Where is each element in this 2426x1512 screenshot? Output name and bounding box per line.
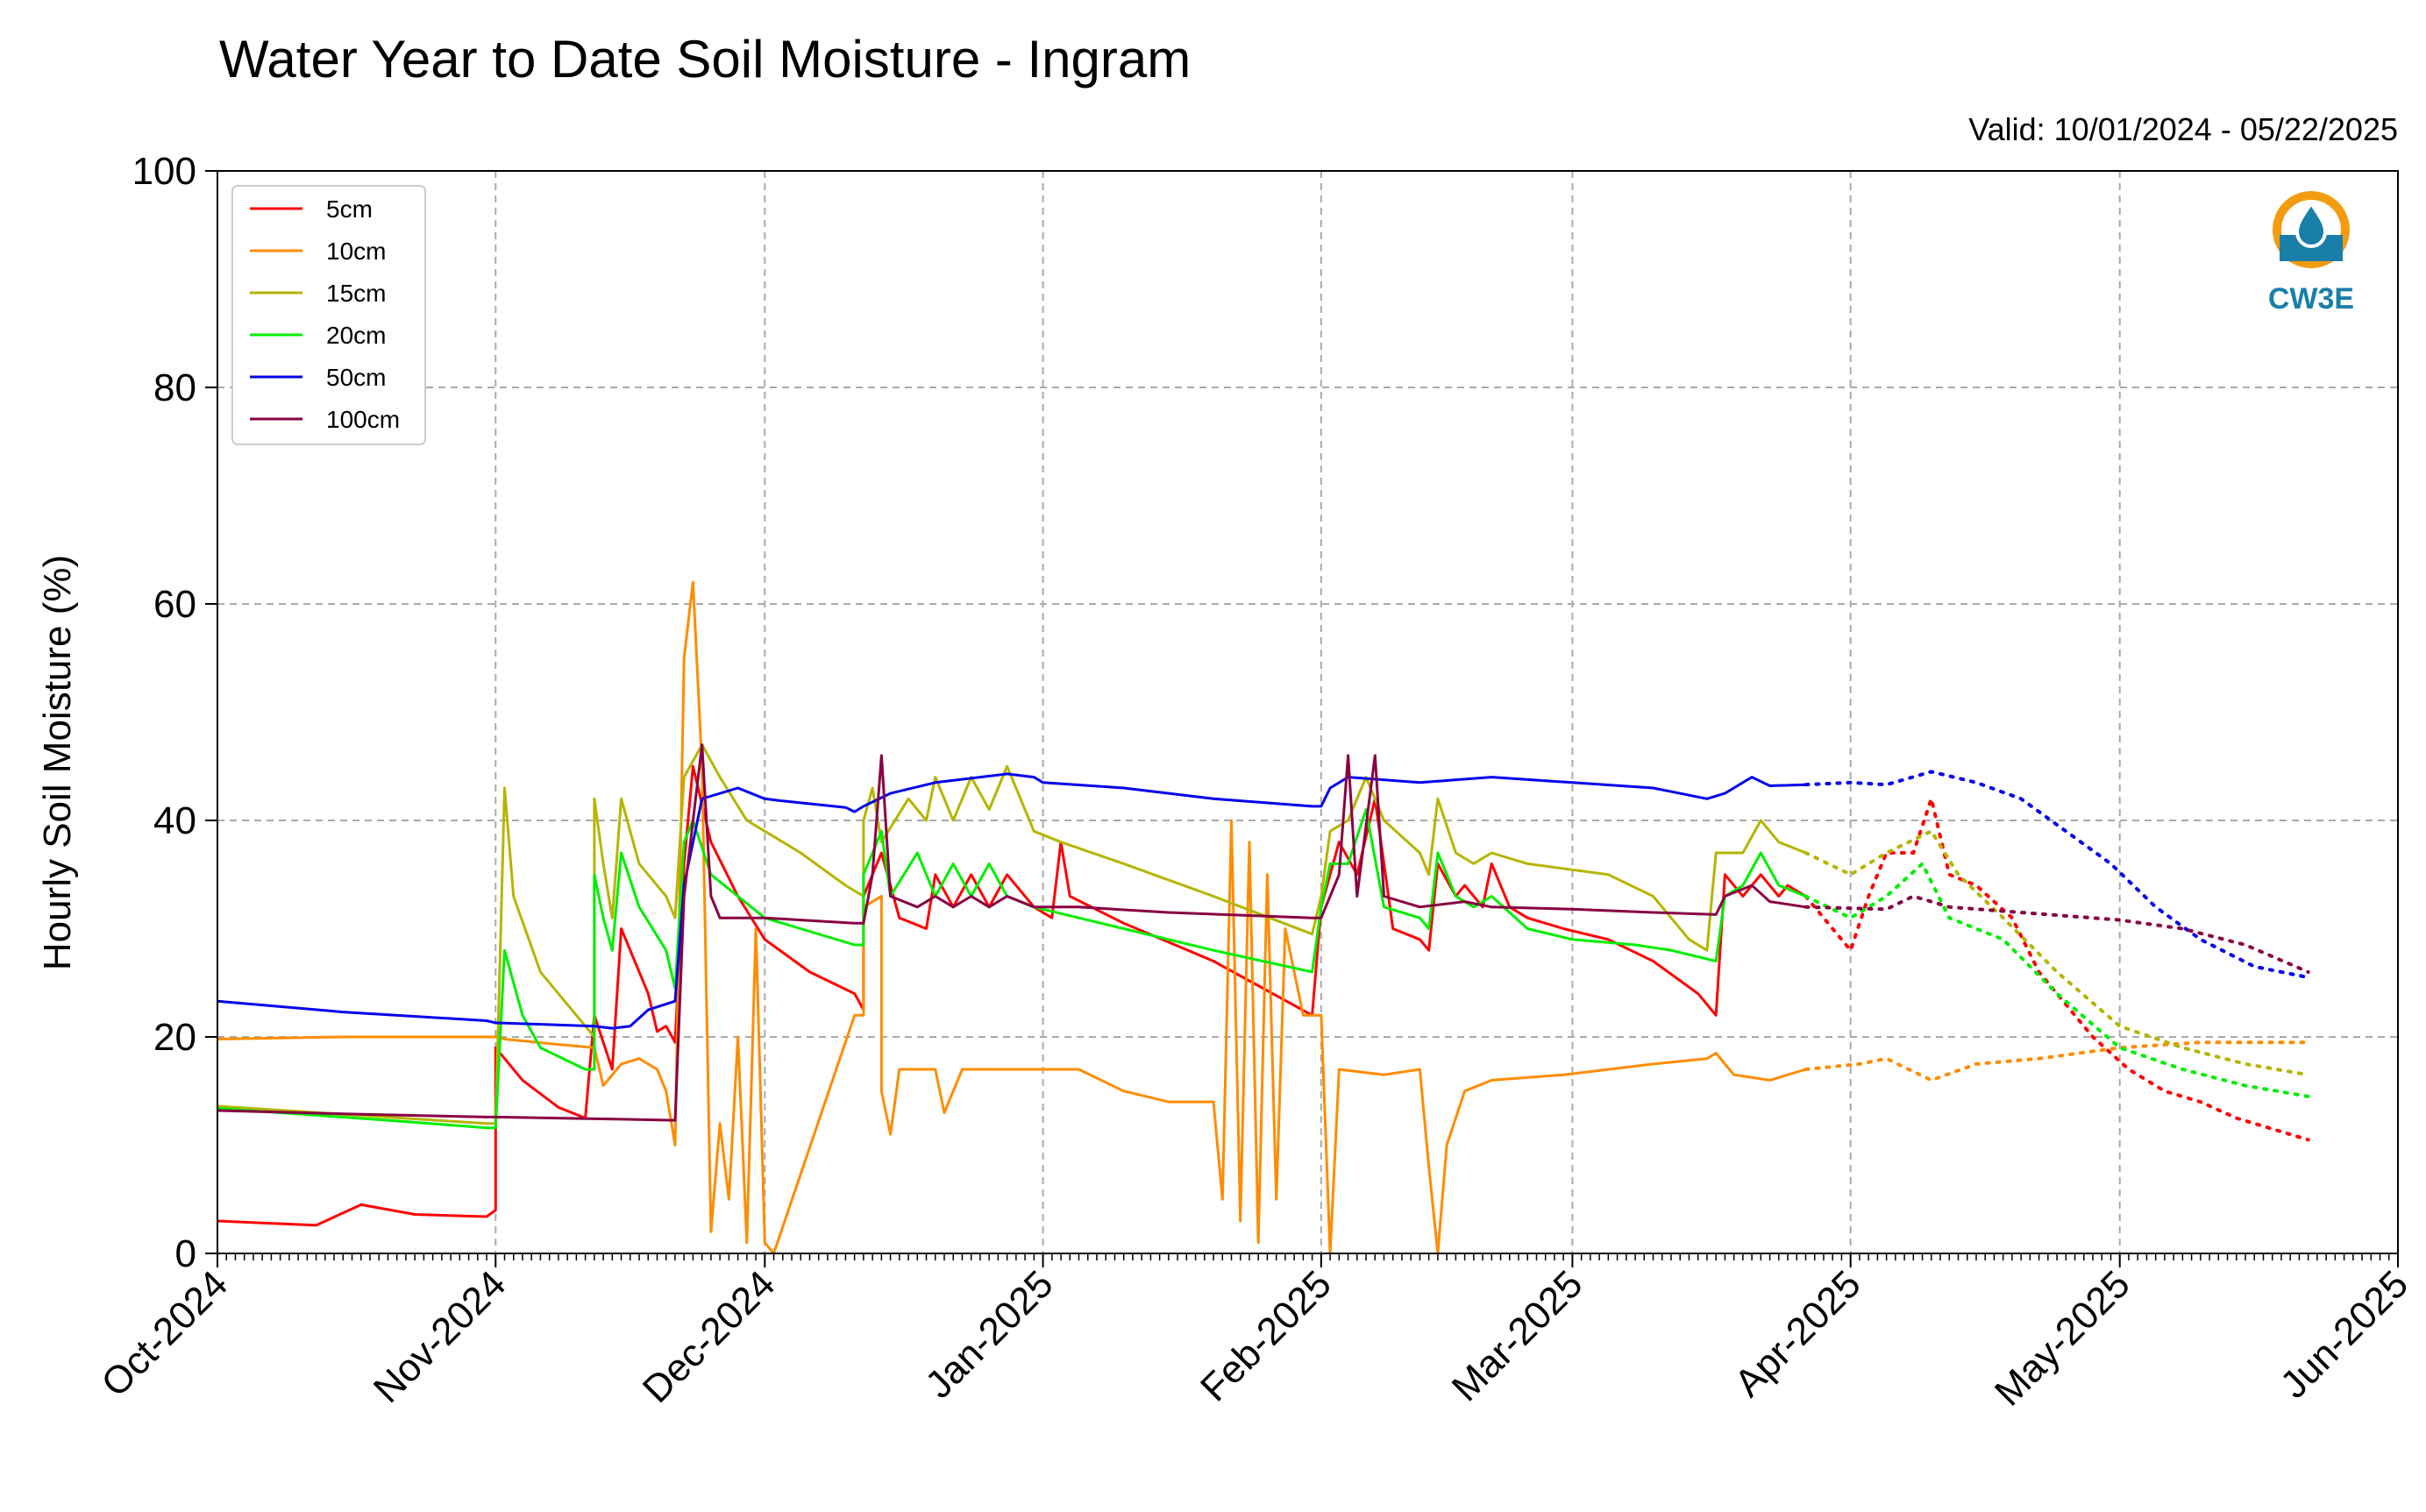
series-line-15cm [217, 743, 1807, 1125]
legend-label-5cm: 5cm [326, 195, 373, 223]
series-dotted-10cm [1803, 1040, 2310, 1083]
y-tick-label: 80 [153, 366, 196, 409]
x-tick-label: May-2025 [1987, 1262, 2138, 1414]
legend-label-15cm: 15cm [326, 280, 386, 307]
x-tick-label: Nov-2024 [366, 1262, 515, 1411]
series-line-50cm [217, 772, 1806, 1030]
legend-label-10cm: 10cm [326, 238, 386, 265]
series-dotted-15cm [1803, 828, 2310, 1077]
grid [217, 170, 2399, 1254]
series-line-100cm [217, 743, 1806, 1122]
y-tick-label: 100 [132, 150, 196, 193]
x-tick-label: Jan-2025 [917, 1262, 1061, 1406]
x-tick-label: Feb-2025 [1192, 1262, 1340, 1409]
x-tick-label: Oct-2024 [93, 1262, 236, 1405]
legend: 5cm 10cm 15cm 20cm 50cm 100cm [231, 185, 426, 445]
chart-subtitle: Valid: 10/01/2024 - 05/22/2025 [1968, 111, 2398, 147]
legend-label-50cm: 50cm [326, 364, 386, 391]
plot-frame [217, 170, 2399, 1254]
legend-label-100cm: 100cm [326, 406, 400, 433]
chart-title: Water Year to Date Soil Moisture - Ingra… [219, 30, 1191, 89]
legend-label-20cm: 20cm [326, 322, 386, 349]
y-tick-label: 60 [153, 583, 196, 626]
series-dotted-5cm [1803, 791, 2310, 1142]
logo-text: CW3E [2268, 282, 2354, 316]
series-dotted-50cm [1803, 770, 2310, 980]
y-tick-label: 0 [175, 1232, 196, 1275]
y-tick-label: 20 [153, 1016, 196, 1059]
water-drop-icon [2294, 200, 2328, 249]
series-layer [217, 580, 2310, 1255]
legend-items: 5cm 10cm 15cm 20cm 50cm 100cm [250, 195, 400, 433]
series-line-10cm [217, 580, 1806, 1255]
x-tick-label: Mar-2025 [1444, 1262, 1591, 1409]
x-tick-label: Apr-2025 [1726, 1262, 1869, 1405]
axes: 0 20 40 60 80 100 Oct-2024 Nov-2024 Dec-2024 Jan-… [93, 150, 2416, 1414]
y-tick-label: 40 [153, 799, 196, 842]
series-line-20cm [217, 808, 1807, 1130]
x-tick-label: Dec-2024 [635, 1262, 784, 1411]
x-tick-label: Jun-2025 [2273, 1262, 2416, 1406]
series-line-5cm [217, 764, 1807, 1227]
y-axis-label: Hourly Soil Moisture (%) [36, 555, 79, 970]
series-dotted-20cm [1803, 861, 2310, 1098]
cw3e-logo: CW3E [2268, 191, 2354, 316]
series-dotted-100cm [1803, 894, 2310, 974]
